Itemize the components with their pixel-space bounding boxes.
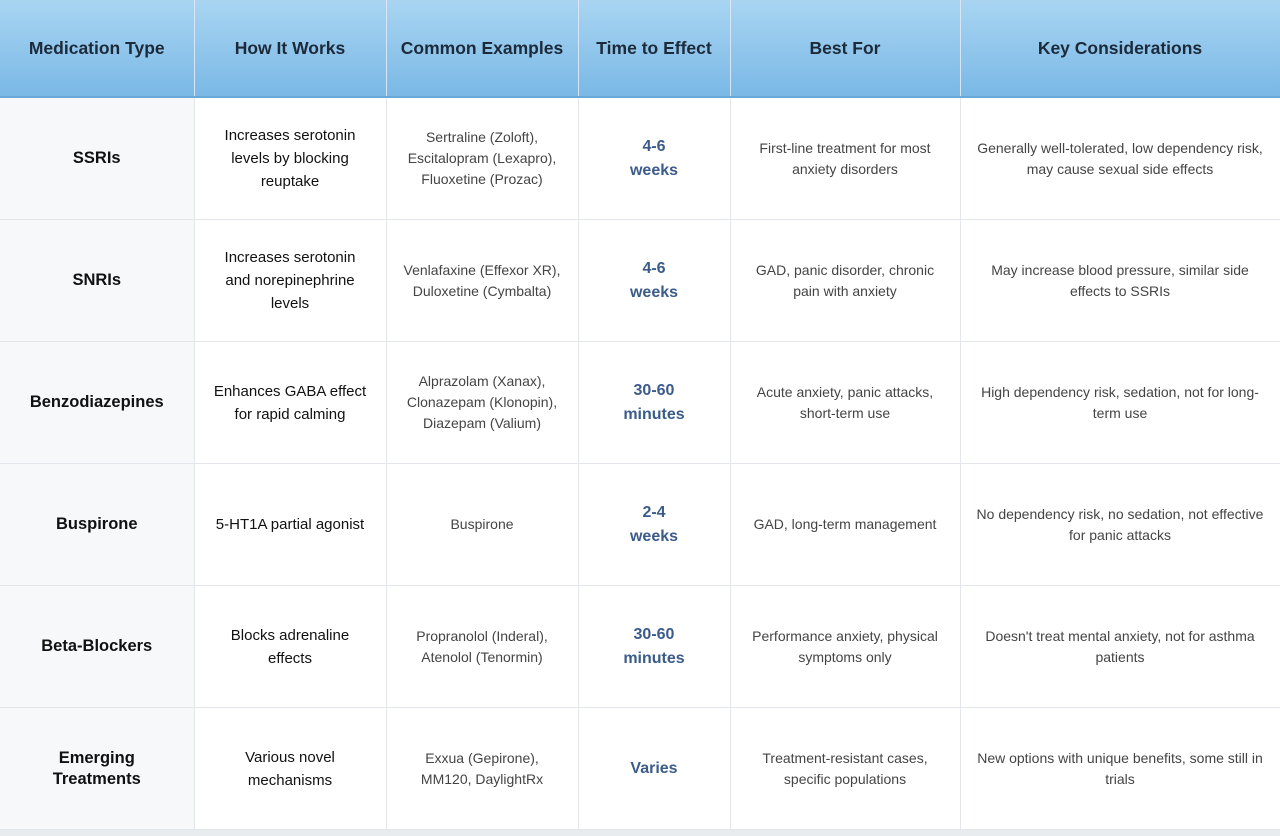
column-header: Best For bbox=[730, 0, 961, 98]
table-cell: Blocks adrenaline effects bbox=[194, 585, 387, 708]
table-cell: SSRIs bbox=[0, 97, 195, 220]
table-row: Benzodiazepines Enhances GABA effect for … bbox=[0, 341, 1280, 464]
table-cell: Doesn't treat mental anxiety, not for as… bbox=[960, 585, 1280, 708]
table-cell: Generally well-tolerated, low dependency… bbox=[960, 97, 1280, 220]
table-body: SSRIs Increases serotonin levels by block… bbox=[0, 97, 1280, 830]
column-header: Common Examples bbox=[386, 0, 579, 98]
column-header: Medication Type bbox=[0, 0, 195, 98]
table-row: Beta-Blockers Blocks adrenaline effects Pr… bbox=[0, 585, 1280, 708]
table-cell: 2-4 weeks bbox=[578, 463, 731, 586]
table-cell: Venlafaxine (Effexor XR), Duloxetine (Cy… bbox=[386, 219, 579, 342]
table-cell: GAD, long-term management bbox=[730, 463, 961, 586]
table-cell: 30-60 minutes bbox=[578, 341, 731, 464]
table-cell: May increase blood pressure, similar sid… bbox=[960, 219, 1280, 342]
table-cell: First-line treatment for most anxiety di… bbox=[730, 97, 961, 220]
table-cell: Increases serotonin and norepinephrine l… bbox=[194, 219, 387, 342]
table-cell: SNRIs bbox=[0, 219, 195, 342]
table-cell: Exxua (Gepirone), MM120, DaylightRx bbox=[386, 707, 579, 830]
table-cell: Increases serotonin levels by blocking r… bbox=[194, 97, 387, 220]
table-cell: New options with unique benefits, some s… bbox=[960, 707, 1280, 830]
table-cell: Buspirone bbox=[386, 463, 579, 586]
table-cell: Sertraline (Zoloft), Escitalopram (Lexap… bbox=[386, 97, 579, 220]
table-row: SSRIs Increases serotonin levels by block… bbox=[0, 97, 1280, 220]
table-row: SNRIs Increases serotonin and norepinephr… bbox=[0, 219, 1280, 342]
table-cell: Performance anxiety, physical symptoms o… bbox=[730, 585, 961, 708]
column-header: Time to Effect bbox=[578, 0, 731, 98]
table-cell: Varies bbox=[578, 707, 731, 830]
header-row: Medication Type How It Works Common Exampl… bbox=[0, 0, 1280, 98]
table-cell: 5-HT1A partial agonist bbox=[194, 463, 387, 586]
table-cell: Enhances GABA effect for rapid calming bbox=[194, 341, 387, 464]
table-cell: 4-6 weeks bbox=[578, 219, 731, 342]
table-row: Emerging Treatments Various novel mechani… bbox=[0, 707, 1280, 830]
table-cell: Benzodiazepines bbox=[0, 341, 195, 464]
table-cell: Beta-Blockers bbox=[0, 585, 195, 708]
table-cell: Acute anxiety, panic attacks, short-term… bbox=[730, 341, 961, 464]
table-cell: Alprazolam (Xanax), Clonazepam (Klonopin… bbox=[386, 341, 579, 464]
table-cell: 4-6 weeks bbox=[578, 97, 731, 220]
column-header: How It Works bbox=[194, 0, 387, 98]
table-cell: GAD, panic disorder, chronic pain with a… bbox=[730, 219, 961, 342]
table-cell: High dependency risk, sedation, not for … bbox=[960, 341, 1280, 464]
table-cell: Various novel mechanisms bbox=[194, 707, 387, 830]
column-header: Key Considerations bbox=[960, 0, 1280, 98]
table-header: Medication Type How It Works Common Exampl… bbox=[0, 0, 1280, 98]
table-cell: 30-60 minutes bbox=[578, 585, 731, 708]
table-cell: Treatment-resistant cases, specific popu… bbox=[730, 707, 961, 830]
table-row: Buspirone 5-HT1A partial agonist Buspirone… bbox=[0, 463, 1280, 586]
table-cell: Buspirone bbox=[0, 463, 195, 586]
table-cell: No dependency risk, no sedation, not eff… bbox=[960, 463, 1280, 586]
table-cell: Propranolol (Inderal), Atenolol (Tenormi… bbox=[386, 585, 579, 708]
table-cell: Emerging Treatments bbox=[0, 707, 195, 830]
